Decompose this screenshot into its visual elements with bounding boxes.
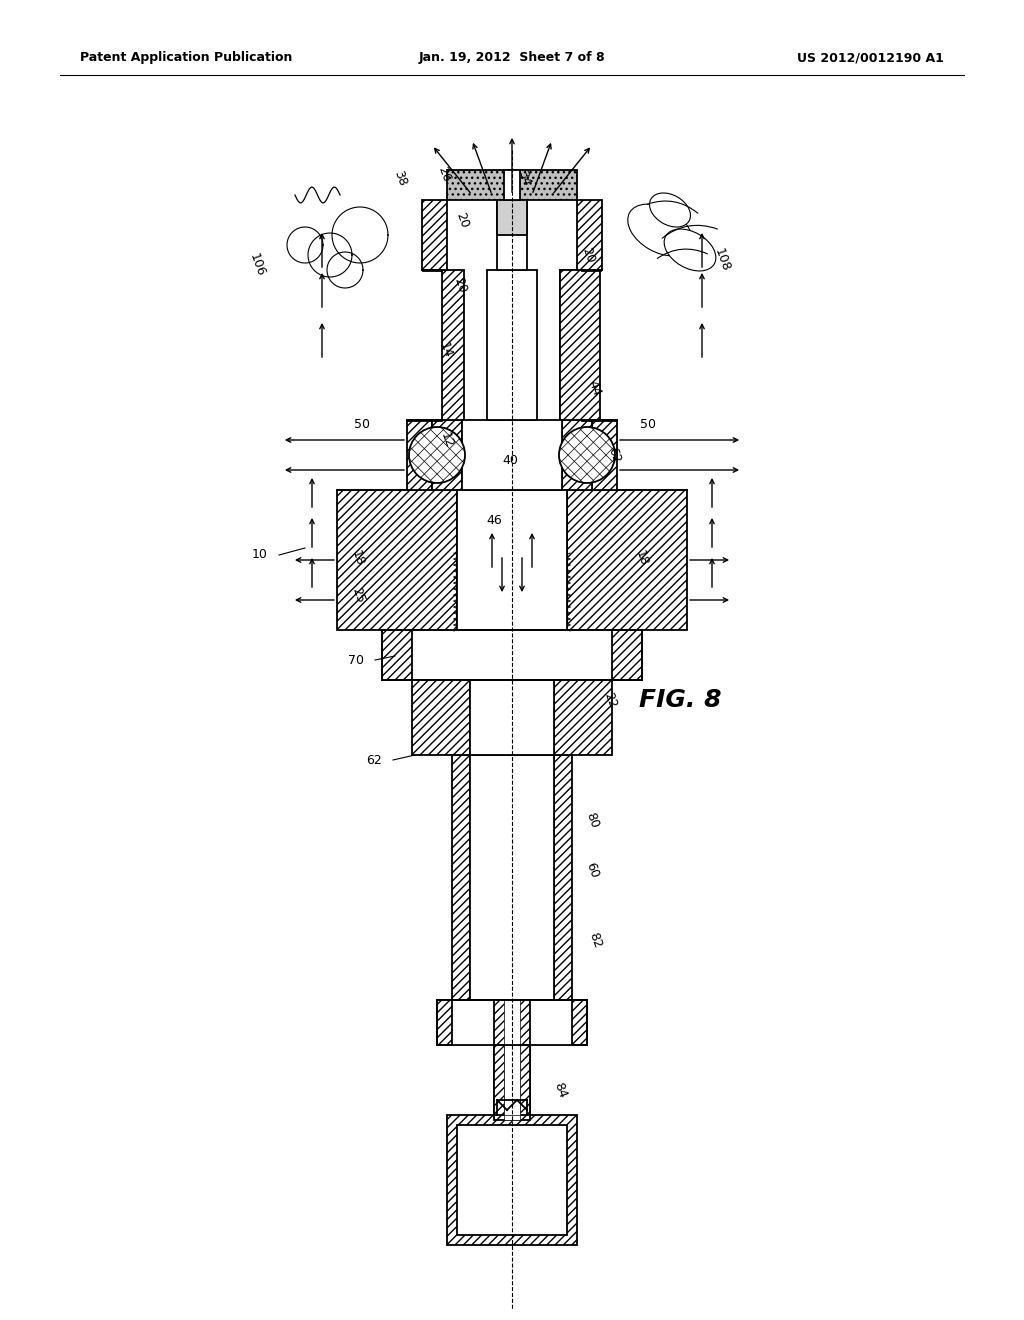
- Circle shape: [559, 426, 615, 483]
- Text: 50: 50: [640, 418, 656, 432]
- Bar: [432, 420, 462, 490]
- Text: 22: 22: [601, 690, 618, 710]
- Bar: [497, 201, 527, 235]
- Bar: [494, 1045, 530, 1115]
- Text: Patent Application Publication: Patent Application Publication: [80, 51, 293, 65]
- Text: 18: 18: [633, 548, 651, 568]
- Bar: [487, 271, 537, 420]
- Bar: [562, 420, 592, 490]
- Text: 84: 84: [551, 1080, 568, 1100]
- Bar: [442, 271, 464, 420]
- Text: 50: 50: [354, 418, 370, 432]
- Bar: [337, 490, 457, 630]
- Text: 82: 82: [586, 931, 604, 949]
- Bar: [407, 420, 432, 490]
- Bar: [504, 170, 520, 201]
- Circle shape: [409, 426, 465, 483]
- Text: 62: 62: [605, 445, 623, 465]
- Bar: [494, 750, 530, 1119]
- Text: 70: 70: [348, 653, 364, 667]
- Text: 62: 62: [367, 754, 382, 767]
- Text: 108: 108: [712, 247, 732, 273]
- Ellipse shape: [665, 230, 716, 271]
- Text: 18: 18: [349, 548, 367, 568]
- Bar: [412, 680, 470, 755]
- Text: 20: 20: [452, 276, 469, 294]
- Text: Jan. 19, 2012  Sheet 7 of 8: Jan. 19, 2012 Sheet 7 of 8: [419, 51, 605, 65]
- Bar: [554, 755, 572, 1001]
- Text: 60: 60: [584, 861, 601, 879]
- Bar: [457, 1125, 567, 1236]
- Bar: [567, 490, 687, 630]
- Bar: [504, 750, 520, 1119]
- Bar: [497, 201, 527, 271]
- Text: US 2012/0012190 A1: US 2012/0012190 A1: [797, 51, 944, 65]
- Bar: [572, 1001, 587, 1045]
- Bar: [382, 630, 412, 680]
- Text: 12: 12: [438, 430, 456, 450]
- Text: 46: 46: [486, 513, 502, 527]
- Bar: [592, 420, 617, 490]
- Text: 20: 20: [580, 246, 597, 265]
- Text: 26: 26: [435, 165, 453, 183]
- Ellipse shape: [628, 205, 692, 256]
- Bar: [457, 490, 567, 630]
- Text: 20: 20: [454, 210, 471, 230]
- Bar: [612, 630, 642, 680]
- Text: 10: 10: [252, 549, 268, 561]
- Ellipse shape: [649, 193, 690, 227]
- Bar: [447, 170, 577, 201]
- Bar: [577, 201, 602, 271]
- Text: 44: 44: [585, 379, 603, 397]
- Bar: [462, 420, 562, 490]
- Text: 80: 80: [583, 810, 601, 830]
- Text: 25: 25: [349, 585, 367, 605]
- Bar: [504, 1045, 520, 1115]
- Bar: [560, 271, 600, 420]
- Bar: [560, 271, 582, 420]
- Bar: [447, 1115, 577, 1245]
- Text: 40: 40: [502, 454, 518, 466]
- Bar: [422, 201, 447, 271]
- Text: 38: 38: [391, 169, 409, 187]
- Bar: [437, 1001, 452, 1045]
- Text: 34: 34: [515, 169, 532, 187]
- Bar: [470, 680, 554, 755]
- Text: FIG. 8: FIG. 8: [639, 688, 721, 711]
- Bar: [554, 680, 612, 755]
- Text: 14: 14: [437, 341, 455, 359]
- Bar: [470, 755, 554, 1001]
- Bar: [452, 755, 470, 1001]
- Text: 106: 106: [247, 252, 267, 279]
